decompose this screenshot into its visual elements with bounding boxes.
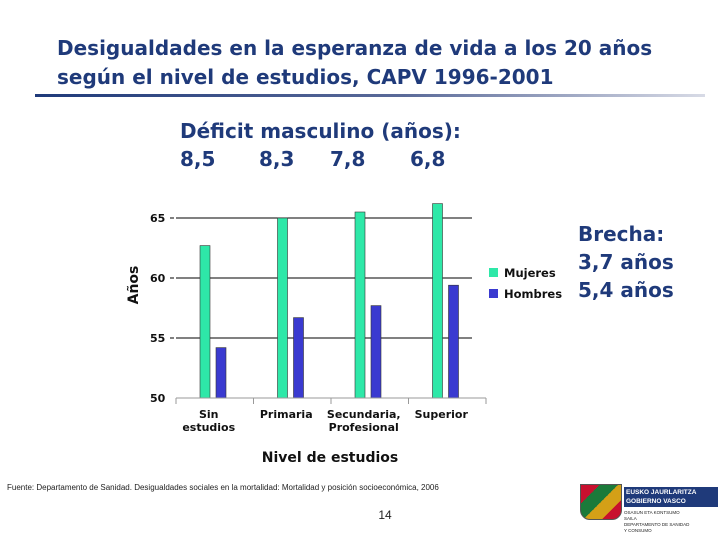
deficit-values: 8,5 8,3 7,8 6,8 bbox=[180, 145, 480, 173]
legend-label-mujeres: Mujeres bbox=[504, 266, 556, 280]
bar-hombres bbox=[215, 347, 227, 399]
x-category-label: Profesional bbox=[329, 421, 399, 434]
y-tick-label: 55 bbox=[150, 332, 165, 345]
brecha-hombres: 5,4 años bbox=[578, 278, 674, 302]
x-category-label: Superior bbox=[415, 408, 469, 421]
deficit-box: Déficit masculino (años): 8,5 8,3 7,8 6,… bbox=[180, 117, 480, 173]
coat-of-arms-icon bbox=[580, 484, 622, 520]
bar-mujeres bbox=[199, 245, 211, 399]
y-axis-title: Años bbox=[126, 266, 142, 305]
bar-hombres bbox=[370, 305, 382, 399]
x-category-label: Primaria bbox=[260, 408, 313, 421]
deficit-value: 7,8 bbox=[330, 147, 366, 171]
page-number: 14 bbox=[378, 508, 392, 522]
logo-department: OSASUN ETA KONTSUMO SAILA DEPARTAMENTO D… bbox=[624, 510, 716, 534]
slide-title: Desigualdades en la esperanza de vida a … bbox=[57, 34, 707, 92]
logo-gov-line1: EUSKO JAURLARITZA bbox=[626, 489, 697, 496]
deficit-value: 8,3 bbox=[259, 147, 295, 171]
brecha-label: Brecha: bbox=[578, 222, 665, 246]
x-axis-title: Nivel de estudios bbox=[262, 450, 398, 466]
legend-swatch-mujeres bbox=[489, 268, 498, 277]
slide-title-line2: según el nivel de estudios, CAPV 1996-20… bbox=[57, 65, 554, 89]
bar-mujeres bbox=[277, 217, 288, 399]
x-category-label: Secundaria, bbox=[327, 408, 401, 421]
logo-dept-line: Y CONSUMO bbox=[624, 528, 652, 533]
legend-swatch-hombres bbox=[489, 289, 498, 298]
x-category-label: estudios bbox=[182, 421, 235, 434]
bar-hombres bbox=[293, 317, 304, 399]
source-note: Fuente: Departamento de Sanidad. Desigua… bbox=[7, 483, 439, 492]
y-tick-label: 50 bbox=[150, 392, 166, 405]
logo-gov-name: EUSKO JAURLARITZA GOBIERNO VASCO bbox=[624, 487, 718, 507]
logo-dept-line: OSASUN ETA KONTSUMO bbox=[624, 510, 680, 515]
deficit-value: 6,8 bbox=[410, 147, 446, 171]
title-underline bbox=[35, 94, 705, 97]
bar-mujeres bbox=[432, 203, 443, 399]
logo-gov-line2: GOBIERNO VASCO bbox=[626, 498, 686, 505]
brecha-box: Brecha: 3,7 años 5,4 años bbox=[578, 220, 674, 304]
deficit-value: 8,5 bbox=[180, 147, 216, 171]
slide-title-line1: Desigualdades en la esperanza de vida a … bbox=[57, 36, 653, 60]
logo-dept-line: DEPARTAMENTO DE SANIDAD bbox=[624, 522, 690, 527]
x-category-label: Sin bbox=[199, 408, 219, 421]
basque-government-logo: EUSKO JAURLARITZA GOBIERNO VASCO OSASUN … bbox=[580, 484, 718, 536]
y-tick-label: 65 bbox=[150, 212, 165, 225]
brecha-mujeres: 3,7 años bbox=[578, 250, 674, 274]
logo-dept-line: SAILA bbox=[624, 516, 637, 521]
deficit-label: Déficit masculino (años): bbox=[180, 119, 461, 143]
y-tick-label: 60 bbox=[150, 272, 166, 285]
legend-label-hombres: Hombres bbox=[504, 287, 562, 301]
bar-hombres bbox=[448, 284, 459, 399]
bar-mujeres bbox=[354, 211, 366, 399]
